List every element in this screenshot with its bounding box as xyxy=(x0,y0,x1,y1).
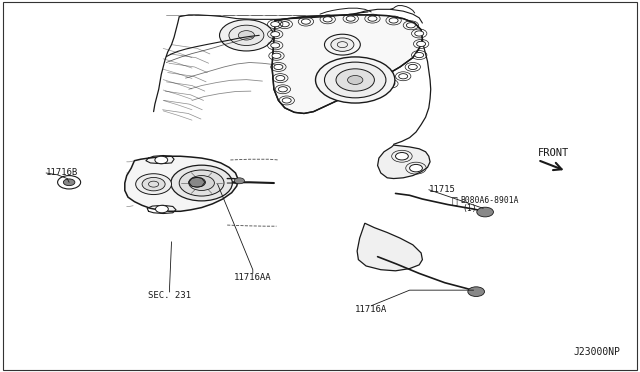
Circle shape xyxy=(406,23,415,28)
Text: J23000NP: J23000NP xyxy=(574,347,621,356)
Circle shape xyxy=(346,16,355,21)
Circle shape xyxy=(136,174,172,195)
Circle shape xyxy=(324,62,386,98)
Circle shape xyxy=(415,31,424,36)
Circle shape xyxy=(373,87,382,92)
Circle shape xyxy=(271,32,280,37)
Circle shape xyxy=(156,205,168,213)
Circle shape xyxy=(396,153,408,160)
Circle shape xyxy=(316,57,395,103)
Circle shape xyxy=(301,19,310,24)
Circle shape xyxy=(189,176,214,190)
Circle shape xyxy=(234,178,244,184)
Circle shape xyxy=(368,16,377,21)
Circle shape xyxy=(155,156,168,164)
Circle shape xyxy=(477,207,493,217)
Circle shape xyxy=(417,41,426,46)
Text: Ⓑ: Ⓑ xyxy=(451,195,458,205)
Circle shape xyxy=(324,34,360,55)
Circle shape xyxy=(238,31,255,40)
Circle shape xyxy=(280,22,289,27)
Circle shape xyxy=(282,98,291,103)
Circle shape xyxy=(468,287,484,296)
Circle shape xyxy=(171,165,232,201)
Circle shape xyxy=(389,18,398,23)
Circle shape xyxy=(189,177,205,187)
Circle shape xyxy=(415,52,424,58)
Text: 11715: 11715 xyxy=(429,185,456,194)
Circle shape xyxy=(142,177,165,191)
Circle shape xyxy=(386,81,395,86)
Circle shape xyxy=(278,87,287,92)
Text: (1): (1) xyxy=(462,204,477,213)
Text: 11716A: 11716A xyxy=(355,305,387,314)
Circle shape xyxy=(348,76,363,84)
Text: 11716AA: 11716AA xyxy=(234,273,271,282)
Circle shape xyxy=(272,53,281,58)
Circle shape xyxy=(323,17,332,22)
Circle shape xyxy=(276,76,285,81)
Circle shape xyxy=(336,69,374,91)
Circle shape xyxy=(220,20,273,51)
Polygon shape xyxy=(378,145,430,179)
Polygon shape xyxy=(272,15,422,113)
Circle shape xyxy=(58,176,81,189)
Text: B080A6-8901A: B080A6-8901A xyxy=(461,196,519,205)
Circle shape xyxy=(410,164,422,172)
Circle shape xyxy=(179,170,224,196)
Circle shape xyxy=(63,179,75,186)
Circle shape xyxy=(331,38,354,51)
Circle shape xyxy=(271,43,280,48)
Text: 11716B: 11716B xyxy=(46,169,78,177)
Circle shape xyxy=(271,22,280,27)
Polygon shape xyxy=(357,223,422,271)
Polygon shape xyxy=(125,156,238,211)
Circle shape xyxy=(274,64,283,70)
Text: SEC. 231: SEC. 231 xyxy=(148,291,191,300)
Circle shape xyxy=(229,25,264,45)
Text: FRONT: FRONT xyxy=(538,148,569,157)
Circle shape xyxy=(399,74,408,79)
Circle shape xyxy=(408,64,417,70)
